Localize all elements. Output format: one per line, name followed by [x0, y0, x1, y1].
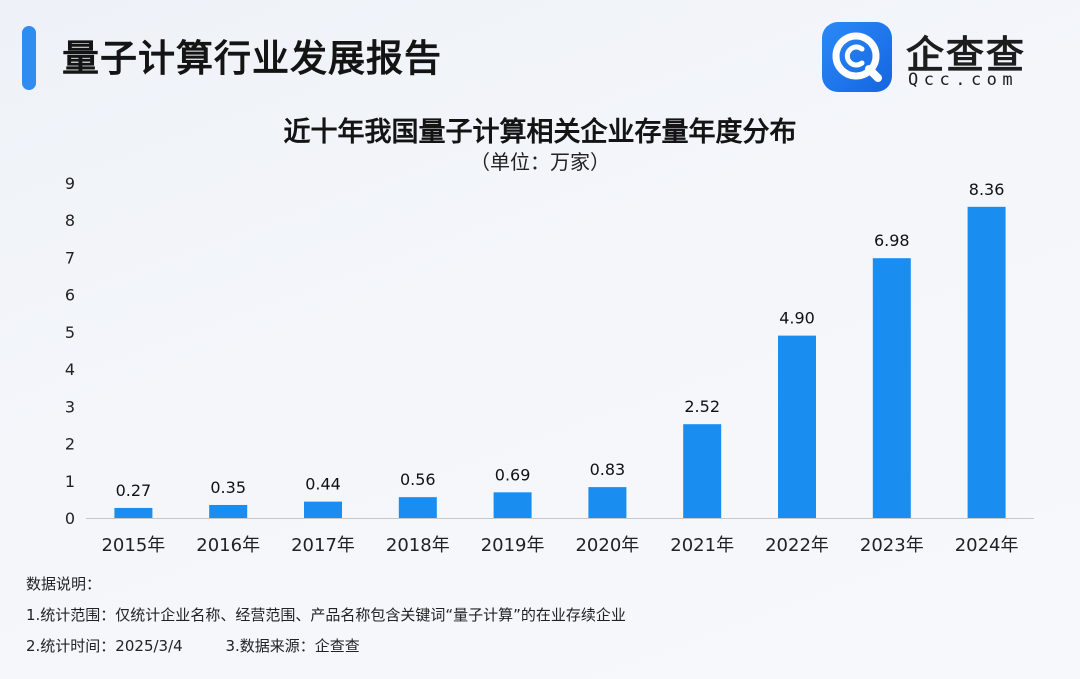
- bar: [588, 487, 627, 518]
- y-tick-label: 8: [65, 211, 75, 230]
- y-tick-label: 1: [65, 472, 75, 491]
- data-notes: 数据说明： 1.统计范围：仅统计企业名称、经营范围、产品名称包含关键词“量子计算…: [26, 574, 626, 667]
- bar: [114, 507, 153, 518]
- notes-time: 2.统计时间：2025/3/4: [26, 637, 183, 655]
- qcc-logo-icon: [822, 22, 892, 92]
- data-label: 0.35: [210, 478, 246, 497]
- y-tick-label: 7: [65, 248, 75, 267]
- title-accent-bar: [22, 26, 36, 90]
- y-tick-label: 5: [65, 323, 75, 342]
- x-tick-label: 2016年: [196, 535, 260, 556]
- data-label: 2.52: [684, 397, 720, 416]
- bar: [778, 335, 816, 518]
- x-tick-label: 2020年: [575, 535, 639, 556]
- data-label: 4.90: [779, 309, 815, 328]
- x-tick-label: 2017年: [291, 535, 355, 556]
- logo-text-cn: 企查查: [906, 33, 1027, 77]
- y-tick-label: 6: [65, 286, 75, 305]
- data-label: 0.56: [400, 470, 436, 489]
- notes-meta: 2.统计时间：2025/3/4 3.数据来源：企查查: [26, 636, 626, 667]
- qcc-logo: 企查查 Qcc.com: [822, 22, 1052, 92]
- bar: [872, 258, 911, 518]
- data-label: 0.83: [590, 460, 626, 479]
- data-label: 8.36: [969, 180, 1005, 199]
- notes-scope: 1.统计范围：仅统计企业名称、经营范围、产品名称包含关键词“量子计算”的在业存续…: [26, 606, 626, 624]
- x-tick-label: 2019年: [481, 535, 545, 556]
- chart-title: 近十年我国量子计算相关企业存量年度分布: [283, 117, 797, 148]
- y-tick-label: 2: [65, 435, 75, 454]
- data-label: 6.98: [874, 231, 910, 250]
- data-label: 0.69: [495, 465, 531, 484]
- bar: [304, 501, 342, 518]
- bar: [209, 504, 248, 518]
- data-label: 0.44: [305, 475, 341, 494]
- y-tick-label: 9: [65, 174, 75, 193]
- data-label: 0.27: [116, 481, 152, 500]
- bar: [493, 492, 532, 518]
- y-tick-label: 3: [65, 397, 75, 416]
- x-tick-label: 2021年: [670, 535, 734, 556]
- report-title: 量子计算行业发展报告: [62, 37, 442, 80]
- x-tick-label: 2022年: [765, 535, 829, 556]
- bar: [967, 206, 1006, 519]
- x-tick-label: 2018年: [386, 535, 450, 556]
- x-tick-label: 2024年: [955, 535, 1019, 556]
- chart-subtitle: （单位：万家）: [470, 150, 610, 174]
- x-tick-label: 2015年: [101, 535, 165, 556]
- x-tick-label: 2023年: [860, 535, 924, 556]
- y-tick-label: 4: [65, 360, 75, 379]
- y-tick-label: 0: [65, 509, 75, 528]
- bar: [398, 497, 437, 518]
- notes-heading: 数据说明：: [26, 575, 102, 593]
- logo-text-en: Qcc.com: [908, 70, 1019, 90]
- bar: [683, 424, 722, 518]
- notes-source: 3.数据来源：企查查: [225, 637, 360, 655]
